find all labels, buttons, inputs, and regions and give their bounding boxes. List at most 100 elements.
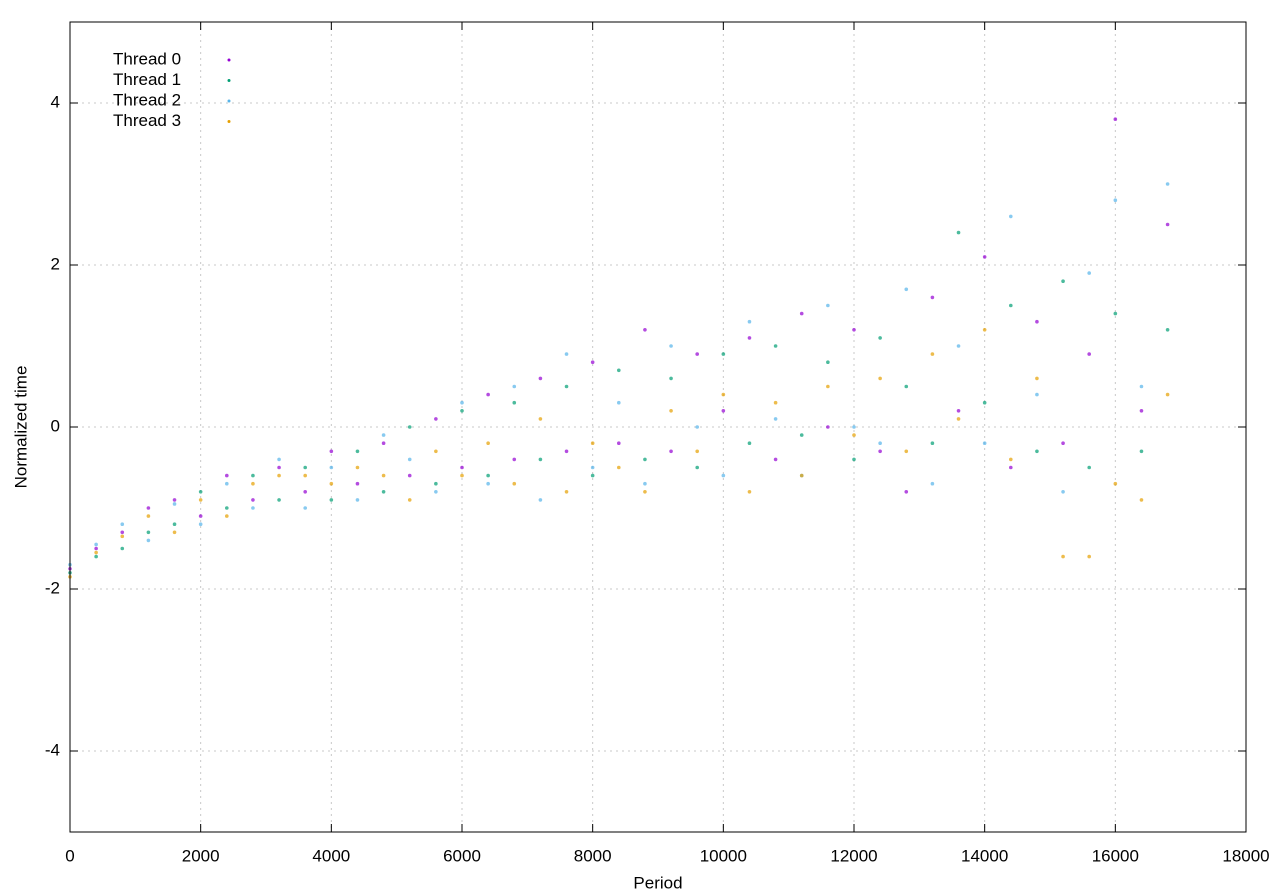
- legend-marker: [227, 99, 231, 103]
- point: [982, 328, 987, 332]
- point: [982, 400, 987, 405]
- point: [407, 473, 412, 478]
- point: [94, 550, 98, 555]
- point: [94, 546, 98, 551]
- point: [1165, 392, 1170, 397]
- point: [277, 473, 281, 478]
- point: [773, 417, 778, 421]
- point: [669, 449, 673, 454]
- point: [1113, 481, 1118, 486]
- point: [407, 498, 412, 502]
- point: [198, 522, 203, 526]
- point: [172, 522, 177, 526]
- point: [381, 490, 386, 494]
- point: [617, 465, 621, 470]
- point: [94, 554, 98, 559]
- point: [930, 441, 935, 446]
- point: [1113, 198, 1118, 202]
- point: [434, 481, 438, 486]
- point: [407, 457, 412, 462]
- y-axis-label: Normalized time: [11, 366, 30, 489]
- point: [930, 481, 935, 486]
- point: [721, 352, 726, 356]
- point: [172, 530, 177, 535]
- point: [1087, 465, 1091, 470]
- point: [669, 409, 673, 413]
- point: [852, 457, 856, 462]
- point: [172, 502, 177, 506]
- point: [721, 409, 726, 413]
- point: [904, 384, 909, 389]
- x-axis-label: Period: [633, 873, 682, 892]
- point: [799, 311, 804, 316]
- point: [329, 481, 334, 486]
- point: [930, 295, 935, 300]
- point: [538, 498, 543, 502]
- point: [486, 392, 490, 397]
- point: [643, 490, 647, 494]
- point: [1009, 214, 1013, 219]
- point: [773, 457, 778, 462]
- point: [669, 376, 673, 381]
- point: [852, 328, 856, 332]
- point: [1009, 457, 1013, 462]
- y-tick-label: -4: [45, 740, 60, 759]
- point: [225, 481, 229, 486]
- point: [251, 473, 255, 478]
- x-tick-label: 16000: [1092, 846, 1139, 865]
- point: [355, 498, 360, 502]
- point: [277, 457, 281, 462]
- point: [512, 457, 517, 462]
- point: [1061, 279, 1065, 284]
- point: [198, 498, 203, 502]
- point: [590, 465, 595, 470]
- point: [198, 490, 203, 494]
- point: [799, 473, 804, 478]
- y-tick-label: 0: [51, 416, 60, 435]
- point: [1165, 222, 1170, 227]
- point: [773, 400, 778, 405]
- point: [329, 449, 334, 454]
- point: [669, 344, 673, 348]
- point: [94, 542, 98, 547]
- point: [747, 319, 752, 324]
- point: [460, 465, 464, 470]
- point: [303, 506, 308, 510]
- point: [1061, 554, 1065, 559]
- point: [878, 376, 882, 381]
- point: [904, 287, 909, 292]
- point: [564, 449, 569, 454]
- point: [355, 449, 360, 454]
- point: [878, 449, 882, 454]
- point: [1009, 465, 1013, 470]
- point: [538, 457, 543, 462]
- point: [303, 465, 308, 470]
- point: [329, 498, 334, 502]
- x-tick-label: 18000: [1222, 846, 1269, 865]
- point: [146, 538, 151, 543]
- point: [486, 481, 490, 486]
- point: [617, 368, 621, 373]
- point: [1139, 409, 1144, 413]
- y-tick-label: 2: [51, 254, 60, 273]
- point: [146, 514, 151, 518]
- point: [538, 417, 543, 421]
- point: [277, 465, 281, 470]
- y-tick-label: -2: [45, 578, 60, 597]
- point: [120, 546, 125, 551]
- x-tick-label: 14000: [961, 846, 1008, 865]
- point: [1165, 328, 1170, 332]
- x-tick-label: 4000: [312, 846, 350, 865]
- point: [1035, 392, 1039, 397]
- legend-marker: [227, 79, 231, 82]
- point: [225, 506, 229, 510]
- point: [434, 490, 438, 494]
- point: [721, 392, 726, 397]
- point: [695, 449, 699, 454]
- point: [251, 498, 255, 502]
- point: [956, 409, 961, 413]
- point: [695, 352, 699, 356]
- point: [956, 230, 961, 235]
- point: [146, 506, 151, 510]
